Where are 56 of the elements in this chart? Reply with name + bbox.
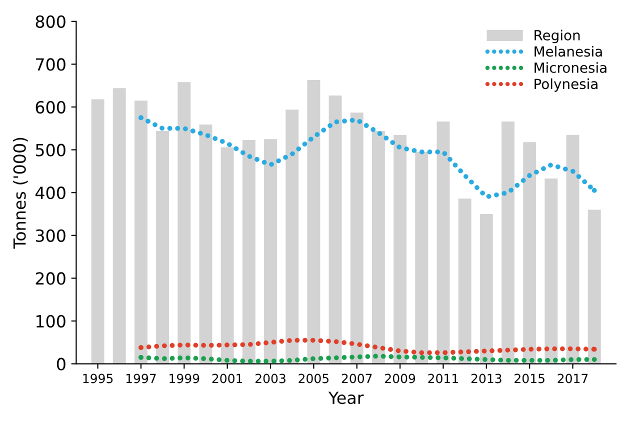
legend-label: Micronesia xyxy=(534,62,606,73)
y-tick-label: 200 xyxy=(36,272,66,285)
bar xyxy=(264,139,277,364)
bar xyxy=(156,130,170,364)
x-tick-label: 2001 xyxy=(212,374,242,384)
x-tick-label: 2005 xyxy=(298,374,329,384)
x-axis-title: Year xyxy=(328,392,364,404)
legend-label: Polynesia xyxy=(534,78,598,92)
x-tick-label: 2003 xyxy=(256,374,286,384)
x-tick-label: 2007 xyxy=(342,374,372,384)
bar xyxy=(220,147,234,364)
y-tick-label: 0 xyxy=(56,358,66,370)
x-tick-label: 2015 xyxy=(514,374,544,384)
x-tick-label: 1995 xyxy=(83,374,113,384)
bar xyxy=(350,112,364,364)
x-tick-label: 2011 xyxy=(428,374,458,384)
legend-label: Region xyxy=(534,30,580,44)
bar xyxy=(566,134,580,364)
bar xyxy=(328,95,342,364)
y-axis-title: Tonnes ('000) xyxy=(13,138,28,249)
y-tick-label: 700 xyxy=(36,58,66,71)
bar xyxy=(307,80,320,364)
bar xyxy=(178,82,191,364)
x-tick-label: 1999 xyxy=(170,374,200,384)
bar xyxy=(242,140,256,364)
x-tick-label: 2009 xyxy=(385,374,416,384)
y-tick-label: 600 xyxy=(36,100,66,114)
x-tick-label: 1997 xyxy=(126,374,156,384)
x-tick-label: 2017 xyxy=(558,374,588,384)
point xyxy=(138,115,144,120)
bar xyxy=(112,88,126,364)
bar xyxy=(523,142,536,364)
bar xyxy=(134,100,148,364)
bar xyxy=(199,124,212,364)
y-tick-label: 800 xyxy=(36,15,66,28)
legend-label: Melanesia xyxy=(534,46,602,57)
point xyxy=(138,345,144,350)
point xyxy=(138,354,144,360)
y-tick-label: 100 xyxy=(36,314,66,328)
y-tick-label: 400 xyxy=(35,186,66,200)
bar xyxy=(588,210,601,364)
y-tick-label: 500 xyxy=(36,144,66,156)
x-tick-label: 2013 xyxy=(471,374,502,384)
bar xyxy=(91,99,104,364)
bar xyxy=(502,122,514,364)
bar xyxy=(544,178,558,364)
point xyxy=(592,188,597,193)
bar xyxy=(372,130,385,364)
bar xyxy=(458,198,472,364)
bar xyxy=(436,122,450,364)
bar xyxy=(286,110,299,364)
bar xyxy=(415,152,428,364)
bar xyxy=(394,134,407,364)
bar xyxy=(480,214,493,364)
point xyxy=(592,357,597,362)
y-tick-label: 300 xyxy=(36,229,66,242)
